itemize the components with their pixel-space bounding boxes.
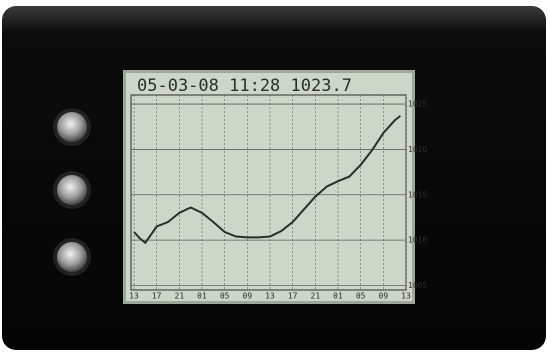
y-tick-label: 1015	[408, 190, 427, 199]
x-tick-label: 17	[288, 292, 298, 301]
y-tick-label: 1025	[408, 100, 427, 109]
y-tick-label: 1020	[408, 145, 427, 154]
chart-title: 05-03-08 11:28 1023.7	[137, 76, 352, 96]
screen	[126, 73, 412, 301]
x-tick-label: 13	[401, 292, 411, 301]
x-tick-label: 09	[243, 292, 253, 301]
button[interactable]	[57, 112, 87, 142]
x-tick-label: 21	[311, 292, 321, 301]
x-tick-label: 21	[175, 292, 185, 301]
x-tick-label: 05	[356, 292, 366, 301]
x-tick-label: 05	[220, 292, 230, 301]
x-tick-label: 13	[129, 292, 139, 301]
y-tick-label: 1005	[408, 281, 427, 290]
button[interactable]	[57, 242, 87, 272]
x-tick-label: 01	[197, 292, 207, 301]
buttons	[53, 108, 91, 276]
x-tick-label: 09	[379, 292, 389, 301]
y-tick-label: 1010	[408, 236, 427, 245]
button[interactable]	[57, 175, 87, 205]
x-tick-label: 01	[333, 292, 343, 301]
x-tick-label: 13	[265, 292, 275, 301]
x-tick-label: 17	[152, 292, 162, 301]
device: 05-03-08 11:28 1023.7 1005 1010 1015 1020 10…	[0, 0, 548, 354]
